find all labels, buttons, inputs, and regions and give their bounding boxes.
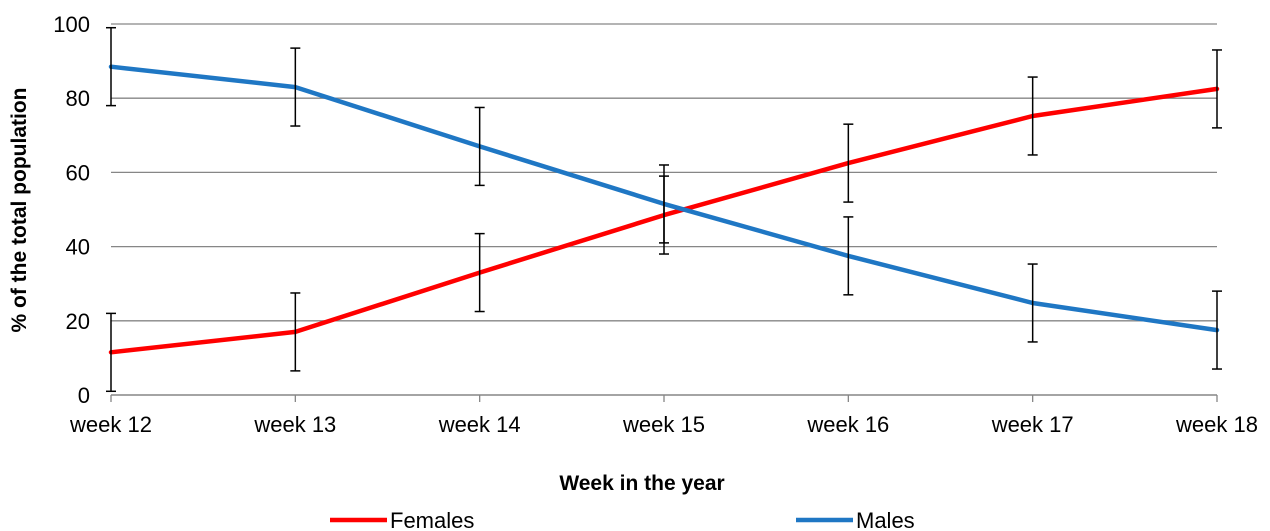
x-tick-label-6: week 17 [991,412,1074,437]
x-tick-label-7: week 18 [1175,412,1258,437]
y-tick-label-40: 40 [66,235,90,260]
error-bar-males-4 [659,164,669,244]
error-bar-males-2 [290,47,301,127]
x-tick-label-5: week 16 [806,412,889,437]
error-bar-females-6 [1027,76,1038,156]
error-bar-females-1 [106,312,116,393]
y-tick-label-0: 0 [78,383,90,408]
x-tick-label-3: week 14 [438,412,521,437]
x-axis-title: Week in the year [559,472,724,495]
error-bar-males-3 [474,106,485,187]
y-tick-label-80: 80 [66,86,90,111]
legend-label-males: Males [856,508,915,531]
error-bars [106,26,1222,393]
error-bar-males-7 [1212,290,1222,370]
error-bar-males-6 [1027,263,1038,343]
axes [110,394,1218,402]
error-bar-females-7 [1212,49,1222,129]
error-bar-males-1 [106,26,116,107]
legend: Females Males [330,508,915,531]
y-tick-label-100: 100 [53,12,90,37]
y-tick-labels: 0 20 40 60 80 100 [53,12,90,408]
y-axis-title: % of the total population [8,88,31,333]
error-bar-females-3 [474,232,485,313]
x-tick-labels: week 12 week 13 week 14 week 15 week 16 week … [69,412,1258,437]
legend-label-females: Females [390,508,474,531]
x-tick-label-2: week 13 [253,412,336,437]
y-tick-label-20: 20 [66,309,90,334]
x-tick-label-1: week 12 [69,412,152,437]
x-tick-label-4: week 15 [622,412,705,437]
error-bar-females-2 [290,292,301,372]
error-bar-females-5 [843,123,854,203]
error-bar-males-5 [843,216,854,296]
y-tick-label-60: 60 [66,160,90,185]
